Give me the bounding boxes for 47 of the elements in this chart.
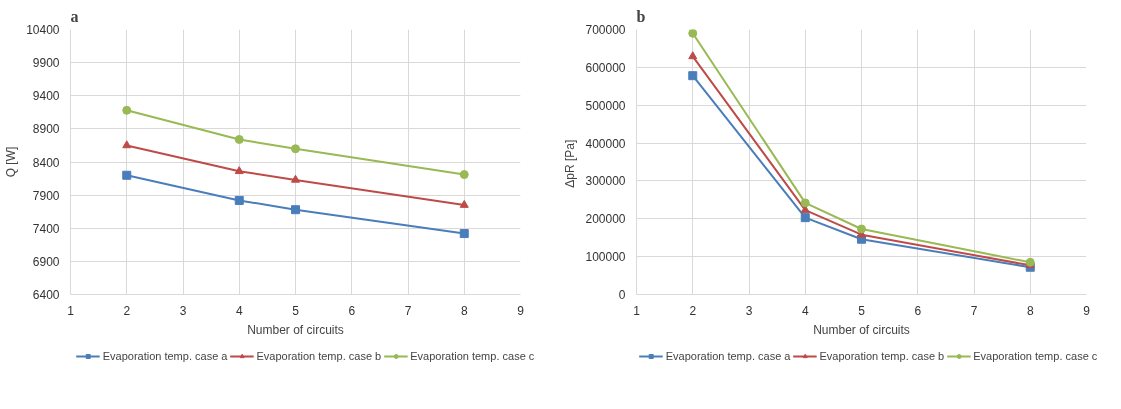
y-tick-label: 100000 bbox=[585, 250, 626, 265]
y-tick-label: 8400 bbox=[32, 155, 60, 170]
y-tick-label: 700000 bbox=[585, 23, 626, 37]
y-tick-label: 6900 bbox=[32, 254, 60, 269]
y-tick-label: 200000 bbox=[585, 212, 626, 227]
x-tick-label: 8 bbox=[1026, 303, 1034, 318]
x-tick-label: 5 bbox=[858, 303, 866, 318]
chart-title: b bbox=[636, 7, 646, 25]
x-tick-label: 3 bbox=[179, 303, 187, 318]
x-tick-label: 9 bbox=[517, 303, 525, 318]
legend-label: Evaporation temp. case a bbox=[102, 350, 228, 362]
y-tick-label: 0 bbox=[618, 288, 626, 302]
legend-label: Evaporation temp. case a bbox=[665, 350, 791, 362]
x-tick-label: 1 bbox=[67, 303, 75, 318]
x-tick-label: 4 bbox=[235, 303, 243, 318]
y-tick-label: 300000 bbox=[585, 174, 626, 189]
x-tick-label: 2 bbox=[123, 303, 131, 318]
y-tick-label: 600000 bbox=[585, 60, 626, 75]
x-axis-title: Number of circuits bbox=[247, 322, 344, 337]
y-tick-label: 10400 bbox=[26, 23, 60, 37]
legend-label: Evaporation temp. case b bbox=[819, 350, 945, 362]
x-tick-label: 6 bbox=[914, 303, 922, 318]
x-tick-label: 3 bbox=[745, 303, 753, 318]
y-axis-title: ΔpR [Pa] bbox=[563, 139, 578, 188]
y-tick-label: 500000 bbox=[585, 98, 626, 113]
x-tick-label: 4 bbox=[801, 303, 809, 318]
x-tick-label: 1 bbox=[633, 303, 641, 318]
y-tick-label: 400000 bbox=[585, 136, 626, 151]
x-tick-label: 5 bbox=[292, 303, 300, 318]
legend-label: Evaporation temp. case b bbox=[256, 350, 382, 362]
x-tick-label: 7 bbox=[970, 303, 978, 318]
x-tick-label: 7 bbox=[404, 303, 412, 318]
y-tick-label: 8900 bbox=[32, 122, 60, 137]
y-tick-label: 6400 bbox=[32, 288, 60, 302]
x-tick-label: 2 bbox=[689, 303, 697, 318]
x-tick-label: 8 bbox=[460, 303, 468, 318]
y-tick-label: 9900 bbox=[32, 56, 60, 71]
legend-label: Evaporation temp. case c bbox=[973, 350, 1098, 362]
legend-label: Evaporation temp. case c bbox=[410, 350, 535, 362]
x-axis-title: Number of circuits bbox=[813, 322, 910, 337]
y-tick-label: 7900 bbox=[32, 188, 60, 203]
chart-title: a bbox=[70, 7, 79, 25]
y-axis-title: Q [W] bbox=[4, 146, 19, 178]
x-tick-label: 9 bbox=[1083, 303, 1091, 318]
y-tick-label: 7400 bbox=[32, 221, 60, 236]
x-tick-label: 6 bbox=[348, 303, 356, 318]
y-tick-label: 9400 bbox=[32, 89, 60, 104]
